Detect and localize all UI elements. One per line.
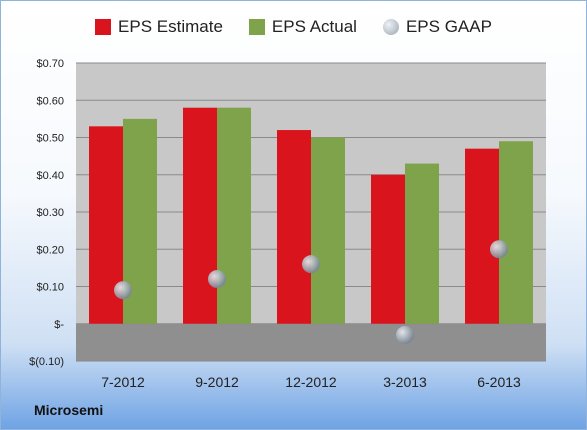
y-tick-label: $(0.10) (29, 356, 64, 368)
legend-item-actual: EPS Actual (248, 17, 357, 37)
bar-eps-actual (405, 163, 439, 324)
legend-item-gaap: EPS GAAP (382, 17, 492, 37)
bar-eps-actual (499, 141, 533, 324)
x-tick-label: 9-2012 (195, 374, 239, 390)
point-eps-gaap (302, 255, 320, 274)
point-eps-gaap (208, 270, 226, 289)
x-tick-label: 12-2012 (285, 374, 337, 390)
y-tick-label: $0.30 (36, 207, 64, 219)
legend-label-actual: EPS Actual (271, 17, 357, 36)
point-eps-gaap (114, 281, 132, 300)
y-tick-label: $0.60 (36, 95, 64, 107)
bar-eps-estimate (465, 148, 499, 324)
bar-eps-actual (311, 137, 345, 324)
bar-eps-estimate (277, 130, 311, 324)
x-tick-label: 7-2012 (101, 374, 145, 390)
point-eps-gaap (490, 240, 508, 259)
legend: EPS Estimate EPS Actual EPS GAAP (1, 17, 586, 37)
point-eps-gaap (396, 325, 414, 344)
company-name: Microsemi (34, 402, 104, 418)
legend-label-gaap: EPS GAAP (405, 17, 492, 36)
x-tick-label: 3-2013 (383, 374, 427, 390)
legend-swatch-estimate (95, 19, 112, 35)
bar-eps-estimate (371, 174, 405, 324)
x-tick-label: 6-2013 (477, 374, 521, 390)
legend-swatch-gaap (382, 19, 399, 35)
negative-band (76, 323, 546, 361)
legend-label-estimate: EPS Estimate (118, 17, 223, 36)
y-tick-label: $0.50 (36, 133, 64, 145)
y-tick-label: $0.10 (36, 282, 64, 294)
y-tick-label: $0.20 (36, 244, 64, 256)
legend-swatch-actual (248, 19, 265, 35)
bar-eps-estimate (183, 107, 217, 324)
y-tick-label: $- (54, 319, 64, 331)
bar-eps-actual (217, 107, 251, 324)
legend-item-estimate: EPS Estimate (95, 17, 223, 37)
y-tick-label: $0.40 (36, 170, 64, 182)
y-tick-label: $0.70 (36, 58, 64, 70)
